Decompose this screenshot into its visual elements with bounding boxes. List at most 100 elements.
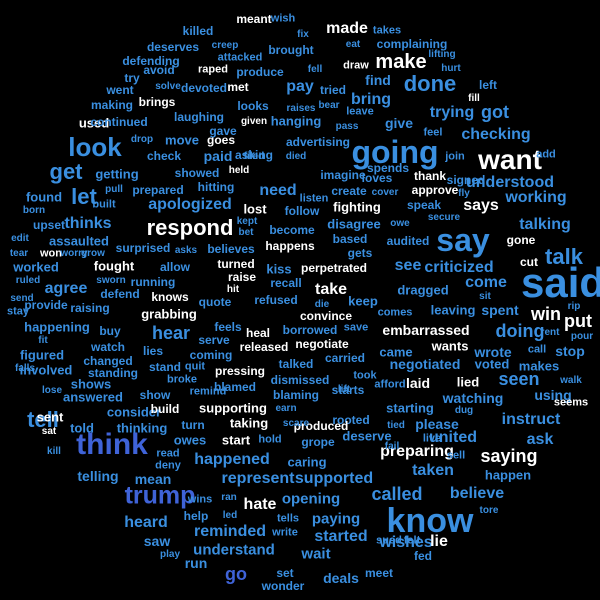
word-surprised: surprised [115,241,171,255]
word-add: add [536,148,556,161]
word-blamed: blamed [213,380,257,394]
word-thinks: thinks [64,215,112,232]
word-deserve: deserve [342,428,392,444]
word-edit: edit [11,233,29,244]
word-think: think [76,428,148,461]
word-stand: stand [148,360,182,374]
word-saw: saw [143,533,171,549]
word-write: write [272,526,298,539]
word-reminded: reminded [193,523,267,540]
word-deny: deny [155,459,181,472]
word-please: please [415,416,459,432]
word-send: send [10,293,34,304]
word-imagine: imagine [320,168,366,182]
word-wait: wait [301,545,331,563]
word-pay: pay [286,78,314,95]
word-brings: brings [138,95,176,109]
word-die: die [314,299,330,310]
word-believes: believes [207,242,255,256]
word-turn: turn [181,418,205,432]
word-keep: keep [348,293,378,309]
word-carried: carried [324,351,366,365]
word-tell: tell [27,407,59,432]
word-disagree: disagree [327,216,381,232]
word-sent: sent [36,409,64,425]
word-live: live [422,432,442,445]
word-read: read [156,447,180,460]
word-thinking: thinking [116,420,168,436]
word-coming: coming [189,348,233,362]
word-talked: talked [278,357,314,371]
word-held: held [228,165,250,176]
word-set: set [276,566,294,580]
word-grope: grope [301,435,335,449]
word-raise: raise [227,270,257,284]
word-started: started [314,528,368,545]
word-fighting: fighting [333,199,381,215]
word-going: going [351,134,439,170]
word-audited: audited [386,234,430,248]
word-fly: fly [458,188,470,199]
word-wrote: wrote [474,344,512,360]
word-getting: getting [95,166,139,182]
word-bear: bear [318,100,340,111]
word-told: told [70,420,94,436]
word-lied: lied [456,374,480,390]
word-provide: provide [24,298,68,312]
word-bet: bet [238,227,254,238]
word-feel: feel [423,126,443,139]
word-done: done [403,71,457,96]
word-attacked: attacked [217,51,263,64]
word-using: using [534,387,572,403]
word-find: find [365,72,391,88]
word-died: died [285,151,307,162]
word-raped: raped [198,63,228,76]
word-saying: saying [480,446,538,466]
word-walk: walk [560,375,582,386]
word-ask: ask [526,431,554,448]
word-voted: voted [474,356,510,372]
word-embarrassed: embarrassed [382,322,470,338]
word-see: see [394,257,422,274]
word-produce: produce [236,65,284,79]
word-answered: answered [63,389,123,405]
word-starting: starting [386,400,434,416]
word-making: making [90,98,134,112]
word-wishes: wishes [379,534,433,551]
word-need: need [259,182,297,199]
word-came: came [379,344,413,360]
word-hate: hate [243,496,277,513]
word-said: said [520,259,600,306]
word-grabbing: grabbing [141,306,197,322]
word-agree: agree [44,280,88,297]
word-fill: fill [468,93,480,104]
word-lose: lose [41,385,63,396]
word-tear: tear [9,248,29,259]
word-showed: showed [174,166,220,180]
word-sued: sued [376,534,402,547]
word-won: won [40,247,62,260]
word-preparing: preparing [380,443,454,460]
word-serve: serve [198,333,230,347]
word-bring: bring [351,91,391,108]
word-allow: allow [159,260,191,274]
word-starts: starts [331,383,365,397]
word-wish: wish [270,12,296,25]
word-involved: involved [19,362,73,378]
word-lift: lift [337,384,351,395]
word-says: says [463,197,499,214]
word-caring: caring [287,454,327,470]
word-supported: supported [294,470,374,487]
word-takes: takes [372,24,402,37]
word-pass: pass [335,121,359,132]
word-opening: opening [281,490,341,508]
word-avoid: avoid [143,63,175,77]
word-loves: loves [361,171,393,185]
word-move: move [165,132,199,148]
word-earn: earn [275,403,297,414]
word-comes: comes [377,306,413,319]
word-killed: killed [182,24,214,38]
word-felt: felt [403,534,421,547]
word-went: went [106,83,134,97]
word-figured: figured [19,347,65,363]
